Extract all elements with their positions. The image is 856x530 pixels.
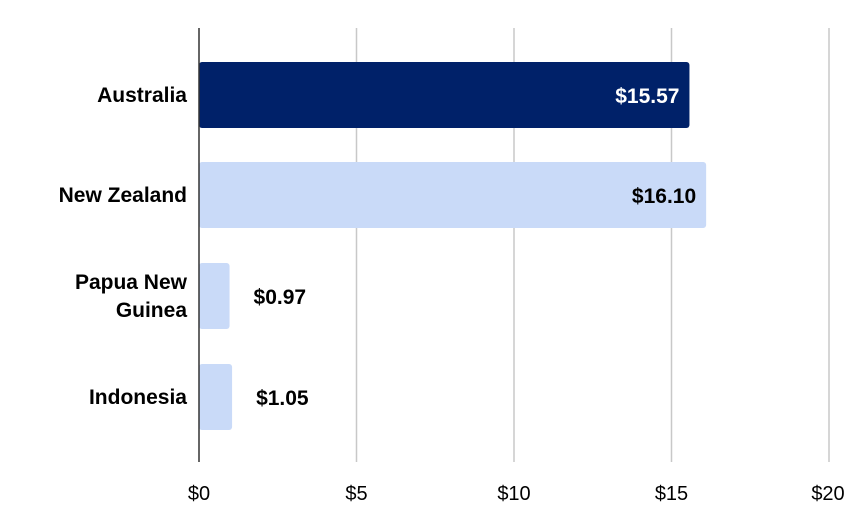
bar-3 [199,364,233,430]
data-label: $15.57 [615,85,679,108]
data-label: $0.97 [254,286,307,309]
x-tick-label: $20 [811,483,844,505]
x-tick-label: $15 [655,483,688,505]
labels: $0 $5 $10 $15 $20 Australia $15.57 New Zealand $… [59,84,845,505]
category-label: New Zealand [59,184,187,207]
x-tick-label: $5 [345,483,367,505]
x-tick-label: $10 [497,483,530,505]
bars [199,62,707,430]
data-label: $1.05 [256,387,309,410]
category-label: Guinea [116,299,188,322]
category-label: Indonesia [89,386,187,409]
category-label: Papua New [75,271,188,294]
bar-2 [199,263,230,329]
bar-1 [199,162,707,228]
bar-0 [199,62,690,128]
category-label: Australia [97,84,187,107]
x-tick-label: $0 [188,483,210,505]
data-label: $16.10 [632,185,696,208]
